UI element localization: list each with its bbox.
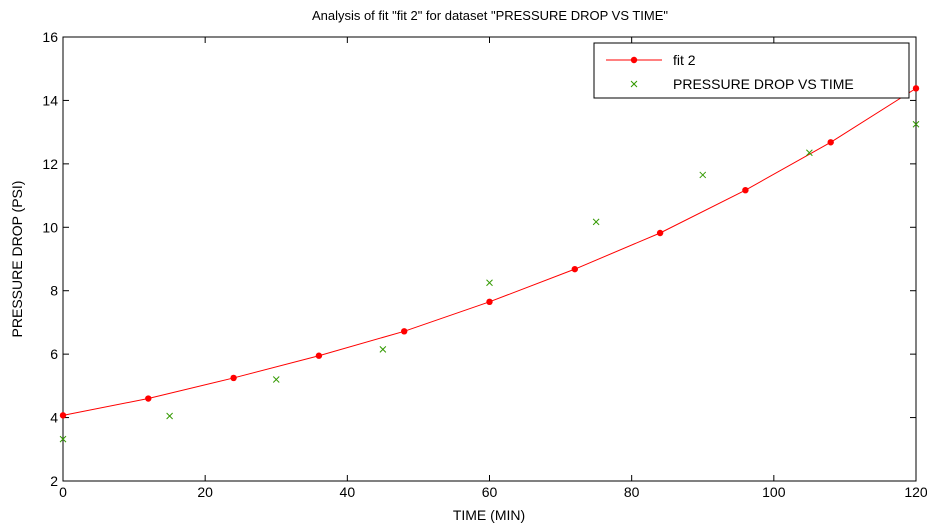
y-axis-label: PRESSURE DROP (PSI)	[9, 181, 25, 338]
fit-point	[742, 186, 749, 194]
chart-title: Analysis of fit "fit 2" for dataset "PRE…	[312, 8, 668, 23]
fit-point	[401, 328, 408, 335]
x-tick-label: 120	[904, 484, 927, 500]
y-tick-label: 16	[42, 29, 58, 45]
data-point	[806, 149, 813, 157]
fit-point	[571, 265, 578, 273]
data-point	[486, 279, 493, 287]
legend-marker-data	[630, 80, 638, 88]
x-axis-label: TIME (MIN)	[453, 507, 525, 523]
x-tick-label: 20	[197, 484, 213, 500]
axis-ticks: 0 20 40 60 80 100 120 2 4 6 8 10 12 14 16	[42, 29, 927, 500]
data-point	[272, 376, 280, 383]
fit-point	[145, 395, 152, 402]
legend-label-data: PRESSURE DROP VS TIME	[673, 76, 854, 92]
legend-box	[593, 42, 910, 99]
fit-point	[827, 139, 834, 146]
x-tick-label: 100	[762, 484, 786, 500]
y-tick-label: 6	[50, 346, 58, 362]
fit-point	[486, 298, 493, 306]
fit-point	[912, 85, 920, 92]
y-tick-label: 8	[50, 283, 58, 299]
x-tick-label: 0	[59, 484, 67, 500]
series-layer	[59, 85, 920, 443]
legend: fit 2 PRESSURE DROP VS TIME	[593, 42, 910, 99]
fit-point	[230, 374, 237, 382]
y-tick-label: 12	[42, 156, 58, 172]
plot-frame	[62, 36, 917, 482]
y-tick-label: 4	[50, 410, 58, 426]
y-tick-label: 10	[42, 219, 58, 235]
x-tick-label: 80	[624, 484, 640, 500]
data-point	[592, 218, 600, 226]
data-point	[166, 412, 173, 420]
data-point	[379, 346, 387, 353]
fit-point	[59, 412, 67, 419]
y-tick-label: 2	[50, 473, 58, 489]
y-tick-label: 14	[42, 92, 58, 108]
data-point	[699, 171, 707, 179]
data-point	[59, 435, 67, 443]
fit-point	[656, 229, 664, 237]
x-tick-label: 40	[340, 484, 356, 500]
legend-marker-fit	[630, 56, 638, 64]
plot-area	[62, 36, 917, 482]
data-point	[912, 120, 920, 128]
fit-point	[315, 352, 323, 359]
legend-label-fit: fit 2	[673, 52, 696, 68]
x-tick-label: 60	[482, 484, 498, 500]
